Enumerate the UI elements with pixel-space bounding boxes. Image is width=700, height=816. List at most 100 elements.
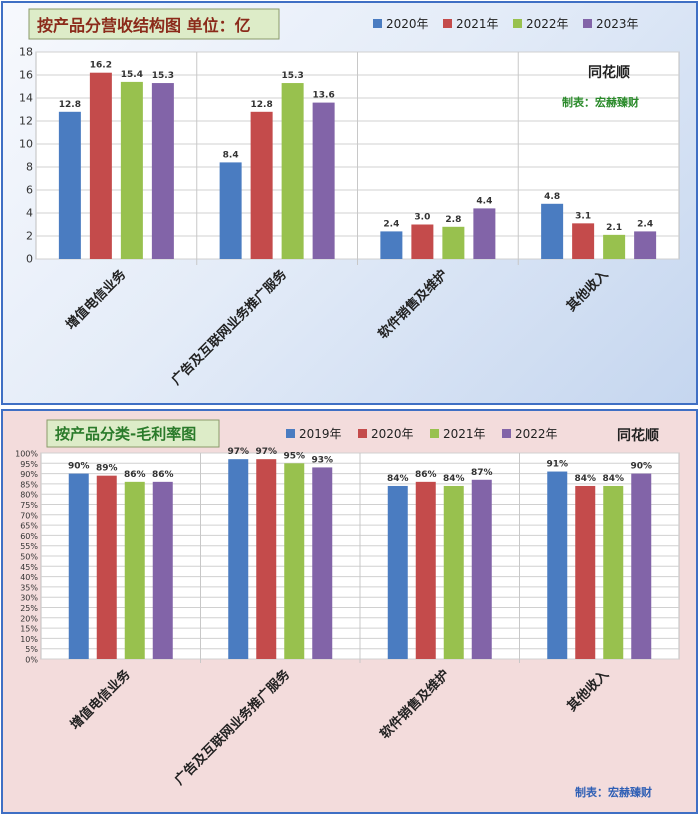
title-box — [46, 419, 220, 448]
bar-0-3-0 — [541, 203, 564, 259]
data-label: 86% — [152, 470, 174, 480]
legend-label: 2020年 — [371, 427, 414, 441]
y-tick-label: 18 — [19, 46, 33, 59]
bar-0-0-2 — [120, 81, 143, 260]
data-label: 84% — [443, 474, 465, 484]
credit-label: 制表：宏赫臻财 — [562, 95, 639, 109]
bar-1-1-1 — [256, 459, 277, 659]
category-label: 其他收入 — [563, 267, 611, 315]
bar-0-3-2 — [603, 234, 626, 259]
data-label: 15.3 — [282, 71, 304, 81]
bar-1-2-2 — [443, 485, 464, 659]
bar-0-0-3 — [151, 83, 174, 259]
data-label: 2.8 — [445, 215, 461, 225]
legend-swatch — [373, 19, 382, 28]
bar-0-1-0 — [219, 162, 242, 259]
data-label: 86% — [124, 470, 146, 480]
y-tick-label: 20% — [20, 614, 38, 623]
category-label: 软件销售及维护 — [375, 267, 451, 343]
data-label: 2.1 — [606, 223, 622, 233]
category-label: 增值电信业务 — [67, 666, 134, 733]
y-tick-label: 100% — [15, 450, 38, 459]
bar-1-0-2 — [124, 481, 145, 659]
y-tick-label: 90% — [20, 470, 38, 479]
bar-0-2-0 — [380, 231, 403, 259]
margin-chart: 按产品分类-毛利率图 2019年 2020年 2021年 2022年 0% 5%10%15%… — [15, 419, 680, 799]
legend-label: 2023年 — [596, 17, 639, 31]
y-tick-label: 4 — [26, 207, 33, 220]
y-tick-label: 55% — [20, 542, 38, 551]
data-label: 4.4 — [476, 196, 492, 206]
bar-1-1-2 — [284, 463, 305, 659]
data-label: 84% — [602, 474, 624, 484]
data-label: 91% — [546, 460, 568, 470]
data-label: 97% — [227, 447, 249, 457]
bar-0-2-3 — [473, 208, 496, 259]
legend-swatch — [502, 429, 511, 438]
bar-1-3-3 — [631, 473, 652, 659]
legend-label: 2020年 — [386, 17, 429, 31]
y-tick-label: 0 — [26, 253, 33, 266]
bar-1-1-3 — [312, 467, 333, 659]
legend-swatch — [358, 429, 367, 438]
y-tick-label: 70% — [20, 511, 38, 520]
bar-1-2-0 — [387, 485, 408, 659]
y-tick-label: 15% — [20, 625, 38, 634]
bar-0-1-3 — [312, 102, 335, 259]
legend-label: 2019年 — [299, 427, 342, 441]
credit-label: 制表：宏赫臻财 — [575, 785, 652, 799]
y-tick-label: 45% — [20, 563, 38, 572]
data-label: 12.8 — [59, 100, 81, 110]
chart-title: 按产品分营收结构图 单位：亿 — [37, 16, 251, 35]
bar-1-3-0 — [547, 471, 568, 659]
legend-label: 2022年 — [515, 427, 558, 441]
legend-swatch — [430, 429, 439, 438]
bar-1-3-2 — [603, 485, 624, 659]
bar-0-2-1 — [411, 224, 434, 259]
bar-0-1-1 — [250, 111, 273, 259]
data-label: 15.4 — [121, 70, 143, 80]
y-tick-label: 10 — [19, 138, 33, 151]
chart-title: 按产品分类-毛利率图 — [55, 425, 196, 443]
data-label: 86% — [415, 470, 437, 480]
category-label: 软件销售及维护 — [377, 667, 453, 743]
data-label: 3.0 — [414, 213, 430, 223]
bar-0-0-0 — [58, 111, 81, 259]
data-label: 97% — [255, 447, 277, 457]
revenue-chart: 按产品分营收结构图 单位：亿 2020年 2021年 2022年 2023年 0 2 4 6 8 1… — [19, 8, 680, 388]
data-label: 8.4 — [223, 150, 239, 160]
bar-1-3-1 — [575, 485, 596, 659]
y-tick-label: 30% — [20, 594, 38, 603]
y-tick-label: 95% — [20, 460, 38, 469]
data-label: 90% — [630, 462, 652, 472]
data-label: 4.8 — [544, 192, 560, 202]
bar-0-0-1 — [89, 72, 112, 259]
legend-label: 2022年 — [526, 17, 569, 31]
bar-1-0-0 — [68, 473, 89, 659]
y-tick-label: 0% — [25, 656, 38, 665]
y-tick-label: 6 — [26, 184, 33, 197]
y-tick-label: 5% — [25, 645, 38, 654]
y-tick-label: 65% — [20, 522, 38, 531]
title-box — [28, 8, 280, 40]
data-label: 16.2 — [90, 61, 112, 71]
data-label: 84% — [387, 474, 409, 484]
data-label: 2.4 — [637, 219, 653, 229]
data-label: 93% — [311, 455, 333, 465]
category-label: 增值电信业务 — [63, 266, 130, 333]
data-label: 89% — [96, 464, 118, 474]
y-tick-label: 10% — [20, 635, 38, 644]
y-tick-label: 2 — [26, 230, 33, 243]
y-tick-label: 25% — [20, 604, 38, 613]
y-tick-label: 80% — [20, 491, 38, 500]
bar-0-1-2 — [281, 83, 304, 259]
legend-swatch — [513, 19, 522, 28]
data-label: 90% — [68, 462, 90, 472]
data-label: 84% — [574, 474, 596, 484]
y-tick-label: 75% — [20, 501, 38, 510]
category-label: 广告及互联网业务推广服务 — [168, 266, 290, 388]
y-tick-label: 14 — [19, 92, 33, 105]
legend-label: 2021年 — [443, 427, 486, 441]
data-label: 87% — [471, 468, 493, 478]
legend-swatch — [286, 429, 295, 438]
